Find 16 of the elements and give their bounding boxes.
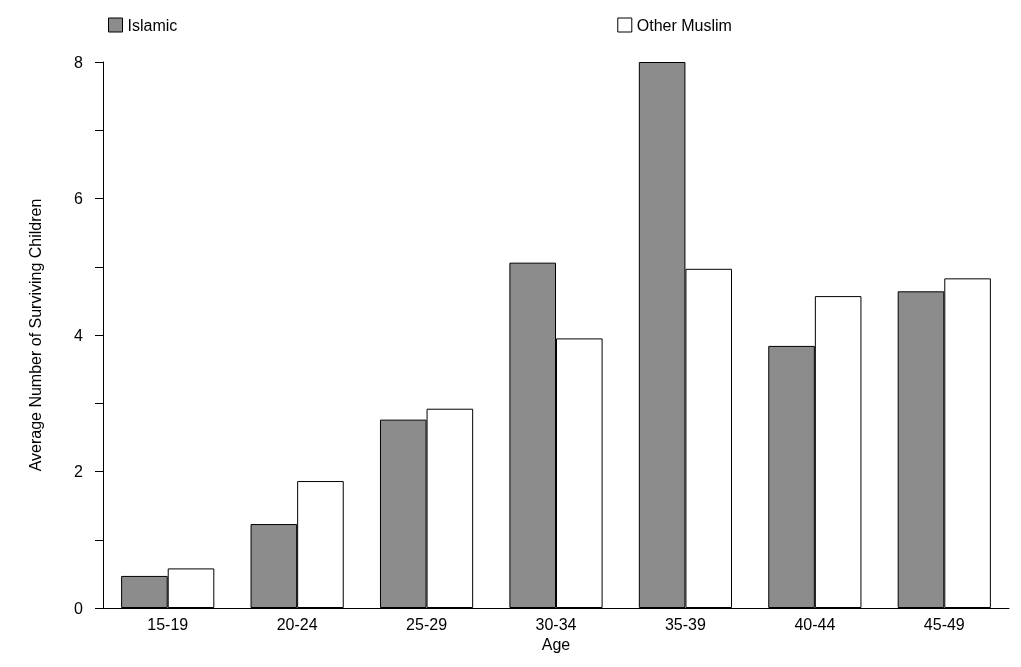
x-tick-label: 35-39: [664, 615, 706, 633]
x-tick-label: 45-49: [923, 615, 965, 633]
x-tick-label: 20-24: [276, 615, 318, 633]
y-tick-label: 8: [74, 53, 84, 71]
y-tick-label: 4: [74, 326, 84, 344]
x-tick-label: 30-34: [535, 615, 577, 633]
y-tick-label: 0: [74, 599, 84, 617]
x-tick-label: 25-29: [406, 615, 448, 633]
legend-label: Islamic: [127, 16, 178, 34]
y-tick-label: 2: [74, 463, 84, 480]
x-tick-label: 15-19: [147, 615, 189, 633]
y-tick-label: 6: [74, 190, 84, 207]
x-tick-label: 40-44: [794, 615, 836, 633]
y-axis-title: Average Number of Surviving Children: [26, 198, 44, 472]
legend-label: Other Muslim: [636, 16, 732, 34]
x-axis-title: Age: [541, 636, 571, 654]
